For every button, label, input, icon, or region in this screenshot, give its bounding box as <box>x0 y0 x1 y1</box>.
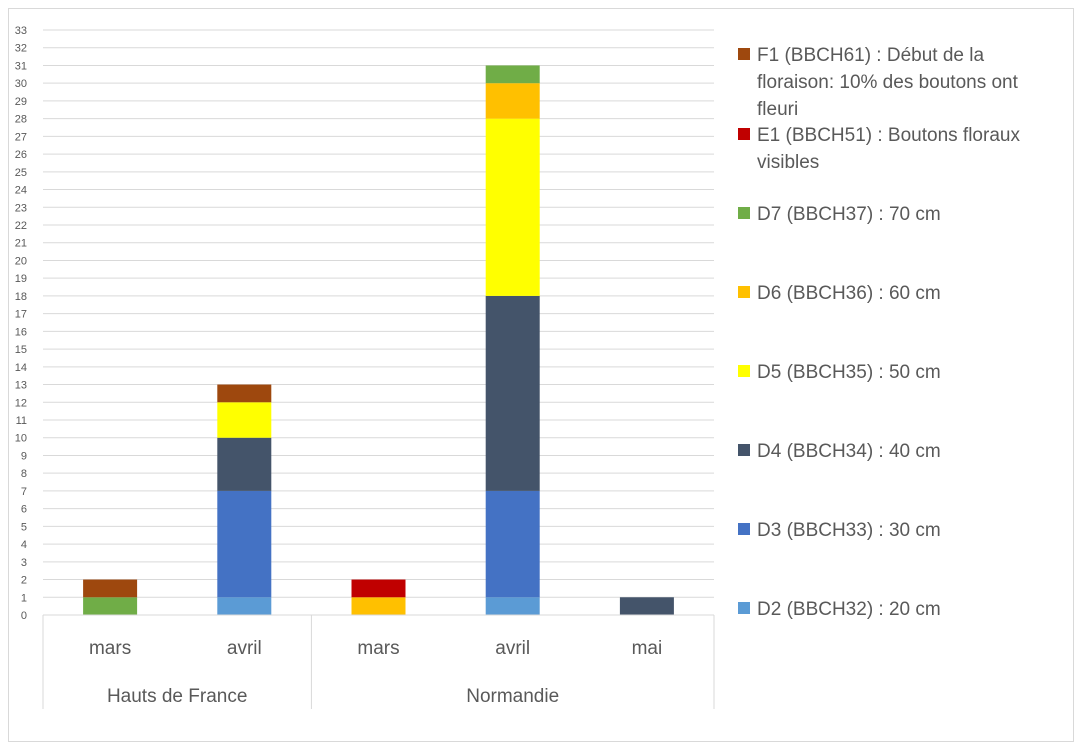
bar-segment <box>217 384 272 403</box>
legend-swatch <box>738 602 750 614</box>
y-tick-label: 24 <box>15 185 27 197</box>
legend-swatch <box>738 444 750 456</box>
bar-segment <box>485 118 540 296</box>
y-tick-label: 5 <box>21 521 27 533</box>
y-tick-label: 13 <box>15 380 27 392</box>
legend-entry: D5 (BBCH35) : 50 cm <box>757 362 941 383</box>
y-tick-label: 22 <box>15 220 27 232</box>
y-tick-label: 21 <box>15 238 27 250</box>
y-tick-label: 19 <box>15 273 27 285</box>
legend-swatch <box>738 286 750 298</box>
x-tick-label: mai <box>632 638 663 659</box>
legend-entry: D6 (BBCH36) : 60 cm <box>757 283 941 304</box>
x-tick-label: avril <box>227 638 262 659</box>
legend-swatch <box>738 207 750 219</box>
bar-segment <box>485 490 540 598</box>
y-tick-label: 3 <box>21 557 27 569</box>
bar-segment <box>485 597 540 615</box>
y-tick-label: 11 <box>16 415 27 427</box>
legend-swatch <box>738 48 750 60</box>
legend-swatch <box>738 523 750 535</box>
bar-segment <box>485 295 540 491</box>
y-tick-label: 31 <box>15 60 27 72</box>
x-tick-label: mars <box>357 638 399 659</box>
y-tick-label: 23 <box>15 202 27 214</box>
y-tick-label: 12 <box>15 397 27 409</box>
y-tick-label: 28 <box>15 114 27 126</box>
y-tick-label: 15 <box>15 344 27 356</box>
y-tick-label: 4 <box>21 539 27 551</box>
y-tick-label: 2 <box>21 575 27 587</box>
legend-entry: E1 (BBCH51) : Boutons floraux visibles <box>757 125 1020 173</box>
bar-segment <box>83 579 138 598</box>
legend-entry: F1 (BBCH61) : Début de la floraison: 10% … <box>757 45 1019 120</box>
chart-frame: 0 1 2 3 4 5 6 7 8 9 10 11 12 13 14 15 16 17 18 19 20 21 22 23 24… <box>8 8 1074 742</box>
y-tick-label: 7 <box>21 486 27 498</box>
stacked-bar-chart: 0123456789101112131415161718192021222324… <box>15 25 1020 709</box>
legend-swatch <box>738 128 750 140</box>
bar-segment <box>485 65 540 84</box>
bar-segment <box>217 490 272 598</box>
y-tick-label: 33 <box>15 25 27 37</box>
y-tick-label: 16 <box>15 326 27 338</box>
y-tick-label: 20 <box>15 255 27 267</box>
bar-segment <box>619 597 674 615</box>
y-tick-label: 17 <box>15 309 27 321</box>
legend-swatch <box>738 365 750 377</box>
x-tick-label: avril <box>495 638 530 659</box>
bar-segment <box>485 83 540 119</box>
y-tick-label: 32 <box>15 43 27 55</box>
y-axis-ticks: 0123456789101112131415161718192021222324… <box>15 25 27 622</box>
bar-segment <box>351 579 406 598</box>
bars <box>83 65 674 615</box>
legend-entry: D2 (BBCH32) : 20 cm <box>757 599 941 620</box>
legend-entry: D7 (BBCH37) : 70 cm <box>757 204 941 225</box>
y-tick-label: 18 <box>15 291 27 303</box>
bar-segment <box>351 597 406 615</box>
y-tick-label: 6 <box>21 504 27 516</box>
bar-segment <box>217 402 272 438</box>
legend: F1 (BBCH61) : Début de la floraison: 10% … <box>738 45 1020 620</box>
y-tick-label: 26 <box>15 149 27 161</box>
x-axis: mars avril mars avril mai Hauts de France Norm… <box>42 614 715 709</box>
legend-entry: D3 (BBCH33) : 30 cm <box>757 520 941 541</box>
y-tick-label: 10 <box>15 433 27 445</box>
x-group-label: Hauts de France <box>107 686 247 707</box>
y-tick-label: 29 <box>15 96 27 108</box>
gridlines <box>43 29 714 598</box>
x-group-label: Normandie <box>466 686 559 707</box>
bar-segment <box>217 597 272 615</box>
y-tick-label: 30 <box>15 78 27 90</box>
bar-segment <box>83 597 138 615</box>
y-tick-label: 27 <box>15 131 27 143</box>
x-tick-label: mars <box>89 638 131 659</box>
y-tick-label: 9 <box>21 450 27 462</box>
bar-segment <box>217 437 272 491</box>
y-tick-label: 1 <box>21 592 27 604</box>
y-tick-label: 14 <box>15 362 27 374</box>
legend-entry: D4 (BBCH34) : 40 cm <box>757 441 941 462</box>
y-tick-label: 0 <box>21 610 27 622</box>
y-tick-label: 25 <box>15 167 27 179</box>
y-tick-label: 8 <box>21 468 27 480</box>
